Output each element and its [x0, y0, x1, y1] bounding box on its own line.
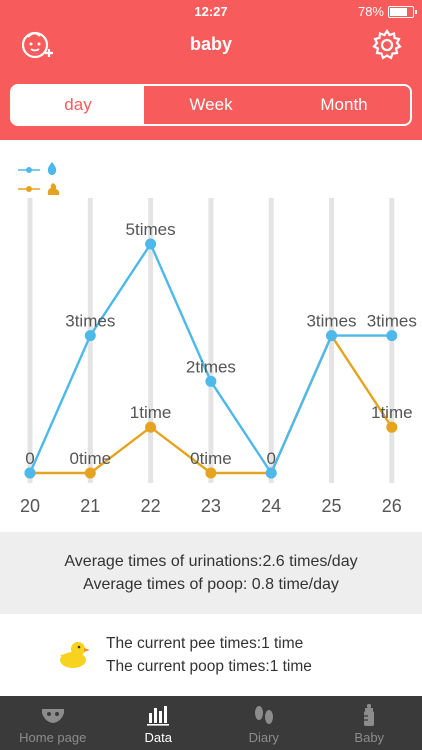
data-point-0-20 [24, 467, 36, 479]
tab-month[interactable]: Month [277, 86, 410, 124]
data-label-1-26: 1time [371, 403, 413, 422]
data-label-0-23: 2times [186, 357, 236, 376]
data-label-1-23: 0time [190, 449, 232, 468]
x-tick-25: 25 [321, 496, 341, 516]
status-bar: 12:27 78% [0, 0, 422, 24]
tab-data[interactable]: Data [106, 696, 212, 750]
tab-diary-label: Diary [248, 730, 279, 745]
data-label-0-22: 5times [126, 220, 176, 239]
data-point-0-25 [326, 330, 337, 342]
home-diaper-icon [41, 709, 64, 723]
data-label-1-21: 0time [70, 449, 112, 468]
x-tick-24: 24 [261, 496, 281, 516]
data-label-0-26: 3times [367, 312, 417, 331]
poop-icon [47, 183, 60, 195]
data-point-0-24 [265, 467, 277, 479]
baby-add-icon[interactable] [18, 28, 54, 62]
data-point-0-21 [84, 330, 96, 342]
header: 12:27 78% baby day Week Month [0, 0, 422, 140]
battery-icon [388, 6, 417, 18]
data-point-1-22 [145, 421, 157, 433]
average-poop-text: Average times of poop: 0.8 time/day [83, 576, 339, 593]
x-tick-23: 23 [201, 496, 221, 516]
average-summary: Average times of urinations:2.6 times/da… [0, 532, 422, 614]
x-tick-21: 21 [80, 496, 100, 516]
current-poop-text: The current poop times:1 time [106, 658, 312, 675]
x-tick-20: 20 [20, 496, 40, 516]
page-title: baby [189, 34, 232, 54]
legend-marker-0 [26, 167, 32, 173]
water-drop-icon [47, 162, 57, 175]
battery-percent: 78% [357, 4, 384, 19]
tab-baby[interactable]: Baby [317, 696, 422, 750]
tab-home-page-label: Home page [19, 730, 87, 745]
data-label-0-20: 0 [25, 449, 34, 468]
legend-marker-1 [26, 186, 32, 192]
duck-icon [60, 642, 90, 668]
battery-fill [390, 8, 408, 16]
footprints-icon [254, 706, 273, 724]
data-point-1-23 [205, 467, 217, 479]
x-tick-26: 26 [382, 496, 402, 516]
tab-day[interactable]: day [12, 86, 144, 124]
daily-line-chart: 0 3times 5times 2times 0 3times 3times 0time 1ti… [18, 162, 417, 516]
tab-home-page[interactable]: Home page [0, 696, 106, 750]
gear-icon[interactable] [370, 28, 404, 62]
tab-baby-label: Baby [354, 730, 385, 745]
data-point-0-22 [145, 238, 157, 250]
tab-week[interactable]: Week [144, 86, 277, 124]
baby-bottle-icon [364, 704, 375, 726]
tab-data-label: Data [144, 730, 172, 745]
status-time: 12:27 [194, 4, 228, 19]
bar-chart-icon [147, 706, 170, 726]
data-label-0-25: 3times [306, 312, 356, 331]
data-point-1-26 [386, 421, 398, 433]
period-segmented-control: day Week Month [10, 84, 412, 126]
current-pee-text: The current pee times:1 time [106, 635, 304, 652]
current-times: The current pee times:1 time The current… [106, 632, 312, 678]
data-label-0-24: 0 [266, 449, 275, 468]
bottom-tab-bar: Home page Data Diary [0, 696, 422, 750]
data-point-1-21 [84, 467, 96, 479]
tab-diary[interactable]: Diary [211, 696, 317, 750]
data-label-0-21: 3times [65, 312, 115, 331]
data-point-0-26 [386, 330, 398, 342]
data-label-1-22: 1time [130, 403, 172, 422]
x-tick-22: 22 [141, 496, 161, 516]
data-point-0-23 [205, 375, 217, 387]
average-urination-text: Average times of urinations:2.6 times/da… [64, 553, 358, 570]
